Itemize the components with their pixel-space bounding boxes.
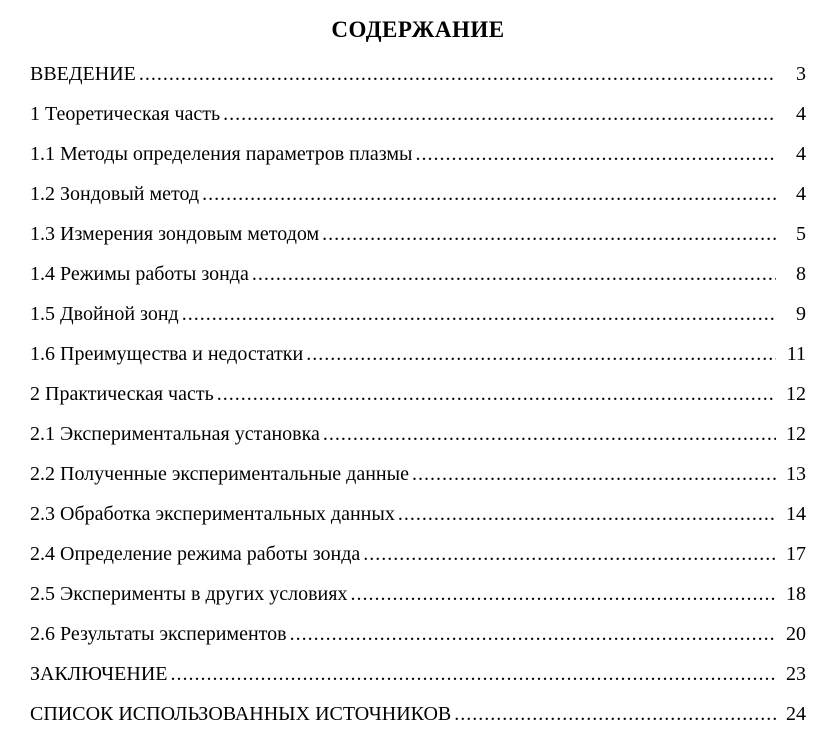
toc-entry-label: 2.6 Результаты экспериментов [30, 623, 287, 645]
toc-entry-row[interactable]: 2.3 Обработка экспериментальных данных .… [30, 494, 806, 534]
toc-entry-row[interactable]: 2.6 Результаты экспериментов ...........… [30, 614, 806, 654]
toc-entry-label: 1.3 Измерения зондовым методом [30, 223, 320, 245]
toc-entry-row[interactable]: 1.2 Зондовый метод .....................… [30, 174, 806, 214]
toc-leader-dots: ........................................… [216, 383, 776, 405]
toc-page-number: 12 [786, 423, 806, 445]
toc-entry-row[interactable]: 1 Теоретическая часть ..................… [30, 94, 806, 134]
toc-list: ВВЕДЕНИЕ ...............................… [30, 54, 806, 734]
toc-page-number: 20 [786, 623, 806, 645]
toc-entry-label: ЗАКЛЮЧЕНИЕ [30, 663, 168, 685]
toc-entry-row[interactable]: 1.1 Методы определения параметров плазмы… [30, 134, 806, 174]
toc-entry-row[interactable]: 2.4 Определение режима работы зонда ....… [30, 534, 806, 574]
toc-leader-dots: ........................................… [202, 183, 776, 205]
toc-entry-row[interactable]: 1.3 Измерения зондовым методом .........… [30, 214, 806, 254]
page-title: СОДЕРЖАНИЕ [331, 17, 505, 42]
toc-leader-dots: ........................................… [411, 463, 776, 485]
toc-leader-dots: ........................................… [454, 703, 776, 725]
toc-page-number: 11 [786, 343, 806, 365]
toc-page-number: 8 [796, 263, 806, 285]
toc-page-number: 3 [796, 63, 806, 85]
toc-leader-dots: ........................................… [138, 63, 776, 85]
toc-entry-row[interactable]: 2 Практическая часть ...................… [30, 374, 806, 414]
toc-entry-row[interactable]: ЗАКЛЮЧЕНИЕ .............................… [30, 654, 806, 694]
toc-entry-label: 2.3 Обработка экспериментальных данных [30, 503, 395, 525]
toc-page-number: 17 [786, 543, 806, 565]
toc-entry-row[interactable]: 2.2 Полученные экспериментальные данные … [30, 454, 806, 494]
toc-leader-dots: ........................................… [170, 663, 776, 685]
toc-leader-dots: ........................................… [350, 583, 776, 605]
toc-page-number: 14 [786, 503, 806, 525]
toc-page-number: 23 [786, 663, 806, 685]
toc-entry-label: 1.1 Методы определения параметров плазмы [30, 143, 413, 165]
toc-page-number: 4 [796, 143, 806, 165]
toc-entry-label: 1 Теоретическая часть [30, 103, 221, 125]
toc-page-number: 9 [796, 303, 806, 325]
toc-entry-label: 2.1 Экспериментальная установка [30, 423, 320, 445]
toc-entry-label: 2 Практическая часть [30, 383, 214, 405]
toc-entry-label: 1.6 Преимущества и недостатки [30, 343, 304, 365]
toc-entry-label: 2.4 Определение режима работы зонда [30, 543, 361, 565]
toc-page-number: 24 [786, 703, 806, 725]
toc-entry-row[interactable]: 1.6 Преимущества и недостатки ..........… [30, 334, 806, 374]
toc-entry-label: 1.4 Режимы работы зонда [30, 263, 249, 285]
toc-leader-dots: ........................................… [181, 303, 776, 325]
toc-page-number: 12 [786, 383, 806, 405]
toc-page-number: 18 [786, 583, 806, 605]
toc-entry-row[interactable]: ВВЕДЕНИЕ ...............................… [30, 54, 806, 94]
toc-entry-row[interactable]: 1.4 Режимы работы зонда ................… [30, 254, 806, 294]
toc-entry-label: СПИСОК ИСПОЛЬЗОВАННЫХ ИСТОЧНИКОВ [30, 703, 452, 725]
toc-leader-dots: ........................................… [322, 423, 776, 445]
toc-entry-row[interactable]: 2.5 Эксперименты в других условиях .....… [30, 574, 806, 614]
toc-leader-dots: ........................................… [289, 623, 776, 645]
toc-page-number: 4 [796, 183, 806, 205]
toc-entry-label: ВВЕДЕНИЕ [30, 63, 136, 85]
toc-entry-row[interactable]: 2.1 Экспериментальная установка ........… [30, 414, 806, 454]
toc-page-number: 13 [786, 463, 806, 485]
toc-leader-dots: ........................................… [363, 543, 776, 565]
toc-page-number: 5 [796, 223, 806, 245]
toc-leader-dots: ........................................… [415, 143, 776, 165]
toc-leader-dots: ........................................… [223, 103, 776, 125]
toc-leader-dots: ........................................… [397, 503, 776, 525]
toc-entry-row[interactable]: СПИСОК ИСПОЛЬЗОВАННЫХ ИСТОЧНИКОВ .......… [30, 694, 806, 734]
toc-entry-label: 2.5 Эксперименты в других условиях [30, 583, 348, 605]
toc-entry-row[interactable]: 1.5 Двойной зонд .......................… [30, 294, 806, 334]
toc-leader-dots: ........................................… [322, 223, 776, 245]
toc-entry-label: 2.2 Полученные экспериментальные данные [30, 463, 409, 485]
toc-leader-dots: ........................................… [306, 343, 776, 365]
toc-leader-dots: ........................................… [251, 263, 776, 285]
toc-page-number: 4 [796, 103, 806, 125]
toc-entry-label: 1.2 Зондовый метод [30, 183, 200, 205]
toc-entry-label: 1.5 Двойной зонд [30, 303, 179, 325]
